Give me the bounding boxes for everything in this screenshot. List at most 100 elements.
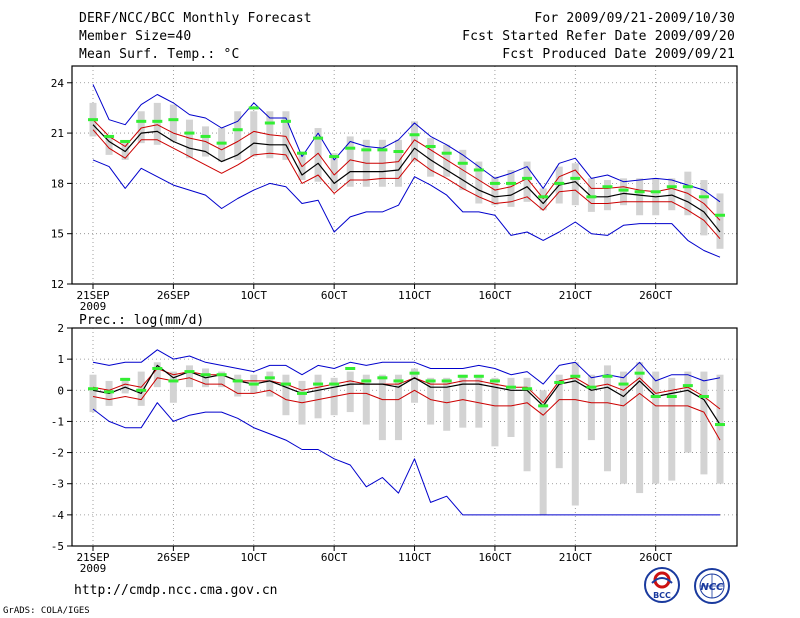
prec-spread-box: [636, 362, 644, 494]
prec-spread-box: [571, 362, 579, 506]
prec-spread-box: [523, 377, 531, 472]
prec-ytick-label: -4: [51, 509, 65, 522]
precip-title: Prec.: log(mm/d): [79, 313, 204, 328]
prec-ytick-label: -5: [51, 540, 64, 553]
prec-line-min: [92, 402, 720, 516]
temp-spread-box: [394, 139, 402, 187]
member-size-label: Member Size=40: [79, 29, 192, 44]
forecast-period: For 2009/09/21-2009/10/30: [534, 11, 735, 26]
bcc-logo-text: BCC: [653, 591, 671, 600]
prec-spread-box: [185, 365, 193, 388]
temp-spread-box: [218, 128, 226, 162]
prec-xtick-label: 11OCT: [398, 551, 431, 564]
temp-spread-box: [620, 178, 628, 206]
prec-spread-box: [700, 371, 708, 475]
temp-line-lower: [92, 129, 721, 240]
prec-line-lower: [92, 377, 721, 441]
temp-spread-box: [716, 193, 724, 249]
variable-label: Mean Surf. Temp.: °C: [79, 47, 240, 62]
temp-spread-box: [636, 178, 644, 216]
temp-spread-box: [346, 136, 354, 187]
prec-spread-box: [620, 371, 628, 484]
footer-url[interactable]: http://cmdp.ncc.cma.gov.cn: [74, 583, 278, 598]
prec-line-mean: [92, 364, 721, 425]
prec-xtick-label: 1OCT: [241, 551, 268, 564]
prec-line-upper: [92, 368, 721, 410]
prec-spread-box: [427, 377, 435, 425]
temp-spread-box: [169, 104, 177, 142]
prec-ytick-label: 2: [57, 322, 64, 335]
temp-spread-box: [185, 119, 193, 159]
prec-xtick-label: 21SEP: [76, 551, 109, 564]
temp-spread-box: [411, 121, 419, 162]
bcc-logo: BCC: [644, 567, 680, 603]
temp-spread-box: [250, 111, 258, 157]
prec-xtick-year: 2009: [80, 562, 107, 575]
chart-title: DERF/NCC/BCC Monthly Forecast: [79, 11, 312, 26]
ncc-logo: NCC: [694, 568, 730, 604]
prec-spread-box: [314, 374, 322, 419]
temp-xtick-label: 26SEP: [157, 289, 190, 302]
prec-spread-box: [218, 371, 226, 388]
prec-spread-box: [459, 374, 467, 428]
temp-xtick-label: 11OCT: [398, 289, 431, 302]
temp-spread-box: [523, 161, 531, 202]
temp-xtick-label: 1OCT: [241, 289, 268, 302]
prec-spread-box: [153, 362, 161, 388]
prec-spread-box: [394, 374, 402, 441]
prec-spread-box: [507, 377, 515, 437]
refer-date: Fcst Started Refer Date 2009/09/20: [462, 29, 735, 44]
prec-spread-box: [378, 374, 386, 441]
temp-spread-box: [668, 178, 676, 211]
prec-spread-box: [555, 374, 563, 469]
temp-ytick-label: 24: [51, 77, 65, 90]
temp-spread-box: [443, 144, 451, 177]
prec-ytick-label: -3: [51, 478, 64, 491]
temp-ytick-label: 15: [51, 228, 64, 241]
temp-spread-box: [700, 180, 708, 236]
prec-xtick-label: 21OCT: [559, 551, 592, 564]
temp-spread-box: [427, 138, 435, 177]
prec-spread-box: [346, 371, 354, 413]
temp-spread-box: [137, 111, 145, 144]
temp-spread-box: [282, 111, 290, 160]
prec-ytick-label: -2: [51, 447, 64, 460]
temp-xtick-label: 6OCT: [321, 289, 348, 302]
prec-spread-box: [266, 371, 274, 397]
prec-spread-box: [362, 374, 370, 425]
prec-spread-box: [475, 374, 483, 428]
temp-ytick-label: 21: [51, 127, 64, 140]
temp-spread-box: [571, 163, 579, 206]
temp-line-min: [92, 159, 721, 258]
temp-spread-box: [491, 176, 499, 206]
prec-spread-box: [684, 371, 692, 453]
prec-spread-box: [169, 371, 177, 403]
temp-spread-box: [587, 178, 595, 212]
temp-line-max: [92, 84, 721, 203]
prec-spread-box: [716, 374, 724, 484]
temp-frame: [71, 65, 738, 285]
prec-xtick-label: 6OCT: [321, 551, 348, 564]
prec-spread-box: [121, 377, 129, 394]
prec-spread-box: [539, 390, 547, 515]
produced-date: Fcst Produced Date 2009/09/21: [502, 47, 735, 62]
prec-spread-box: [668, 377, 676, 481]
prec-ytick-label: 1: [57, 353, 64, 366]
prec-spread-box: [587, 374, 595, 441]
prec-spread-box: [282, 374, 290, 416]
temp-spread-box: [234, 111, 242, 160]
temp-xtick-label: 21SEP: [76, 289, 109, 302]
prec-xtick-label: 16OCT: [478, 551, 511, 564]
grads-credit: GrADS: COLA/IGES: [3, 606, 90, 616]
temp-spread-box: [539, 188, 547, 211]
temp-xtick-year: 2009: [80, 300, 107, 313]
prec-spread-box: [411, 368, 419, 403]
temp-spread-box: [603, 180, 611, 211]
prec-spread-box: [443, 377, 451, 431]
prec-spread-box: [603, 365, 611, 472]
prec-spread-box: [137, 371, 145, 406]
prec-spread-box: [652, 371, 660, 484]
prec-line-max: [92, 349, 721, 385]
